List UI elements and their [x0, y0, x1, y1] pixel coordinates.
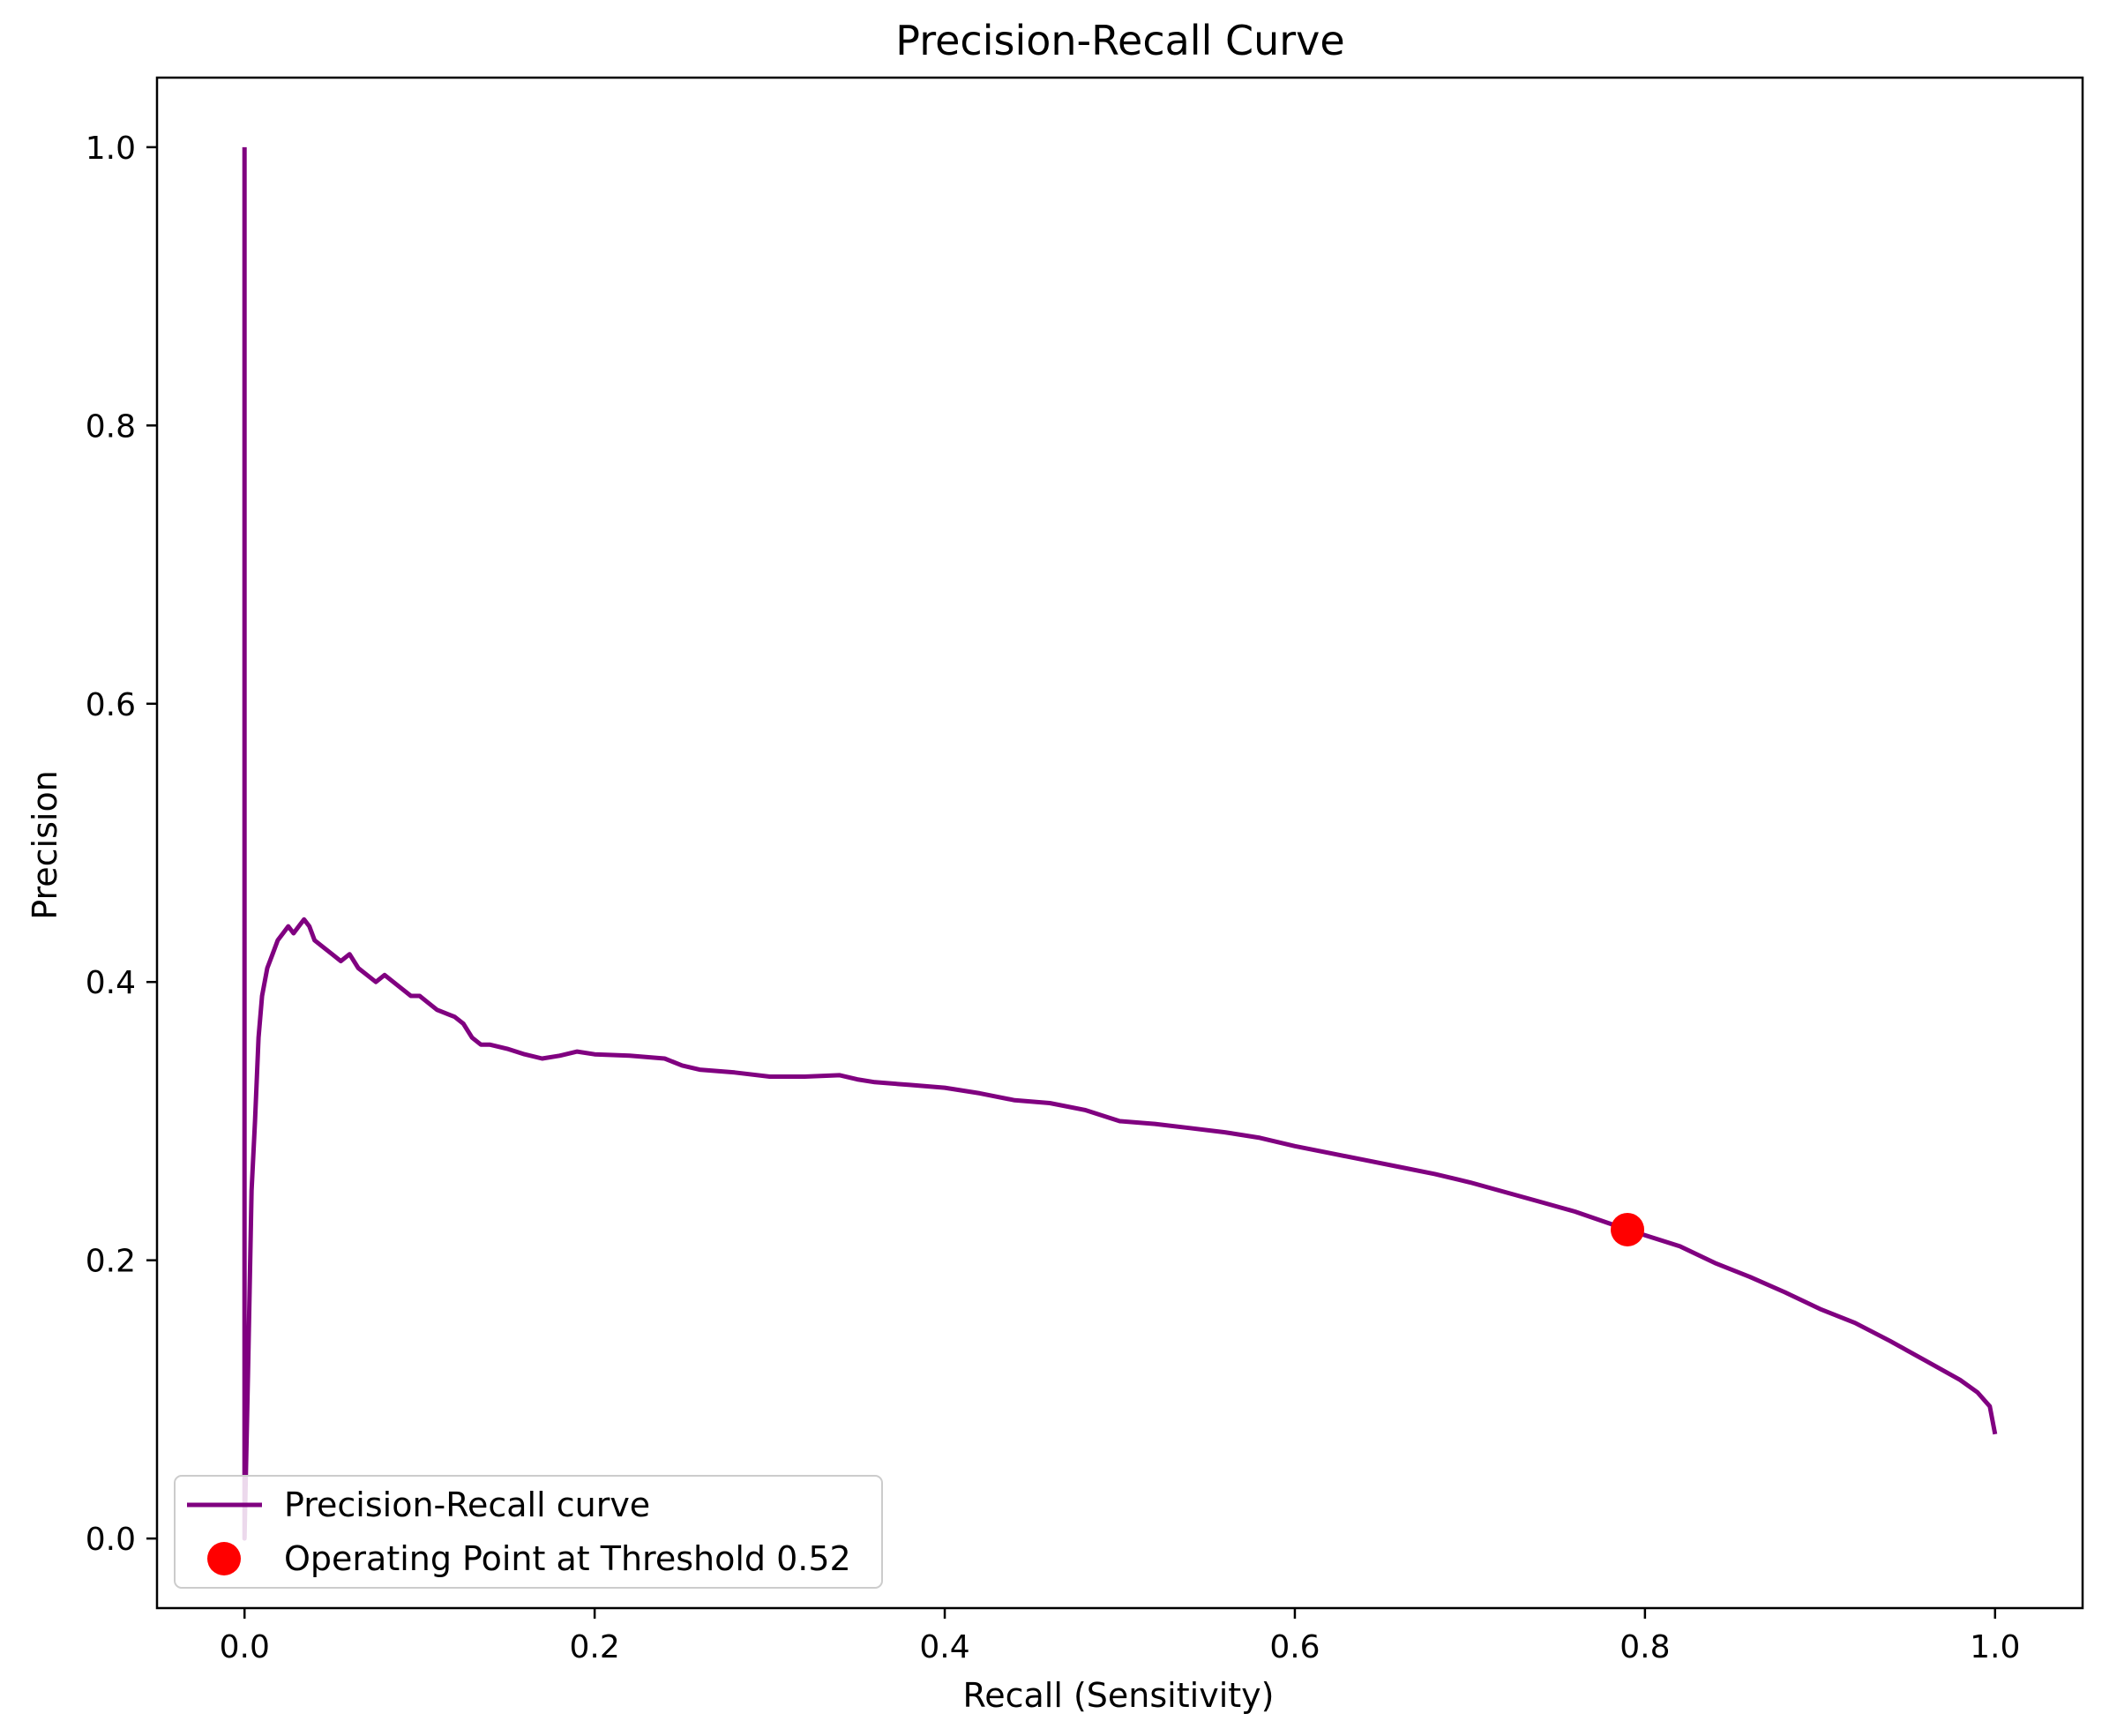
series-layer: [242, 146, 1998, 1541]
y-tick-label: 1.0: [86, 131, 136, 167]
y-tick-label: 0.8: [86, 408, 136, 445]
x-tick-label: 0.4: [919, 1629, 969, 1665]
x-tick-label: 1.0: [1970, 1629, 2020, 1665]
y-axis-label: Precision: [26, 770, 64, 920]
chart-title: Precision-Recall Curve: [895, 17, 1344, 64]
x-tick-label: 0.2: [570, 1629, 620, 1665]
legend: Precision-Recall curve Operating Point a…: [174, 1475, 883, 1589]
axis-ticks: 0.0 0.2 0.4 0.6 0.8 1.0 0.0 0.2 0.4 0.6 0.8 1.0: [86, 131, 2021, 1665]
legend-marker-swatch: [207, 1542, 241, 1575]
legend-box: [174, 1475, 883, 1589]
y-tick-label: 0.2: [86, 1244, 136, 1280]
x-axis-label: Recall (Sensitivity): [963, 1676, 1275, 1715]
plot-area: [155, 76, 2084, 1610]
legend-label-curve: Precision-Recall curve: [284, 1485, 650, 1524]
x-tick-label: 0.8: [1620, 1629, 1670, 1665]
y-tick-label: 0.4: [86, 965, 136, 1001]
operating-point-marker: [1611, 1212, 1645, 1246]
x-tick-label: 0.0: [220, 1629, 270, 1665]
y-tick-label: 0.6: [86, 687, 136, 723]
series-line-precision-recall: [242, 146, 1998, 1541]
y-tick-label: 0.0: [86, 1522, 136, 1558]
x-tick-label: 0.6: [1269, 1629, 1320, 1665]
legend-label-operating-point: Operating Point at Threshold 0.52: [284, 1539, 851, 1578]
